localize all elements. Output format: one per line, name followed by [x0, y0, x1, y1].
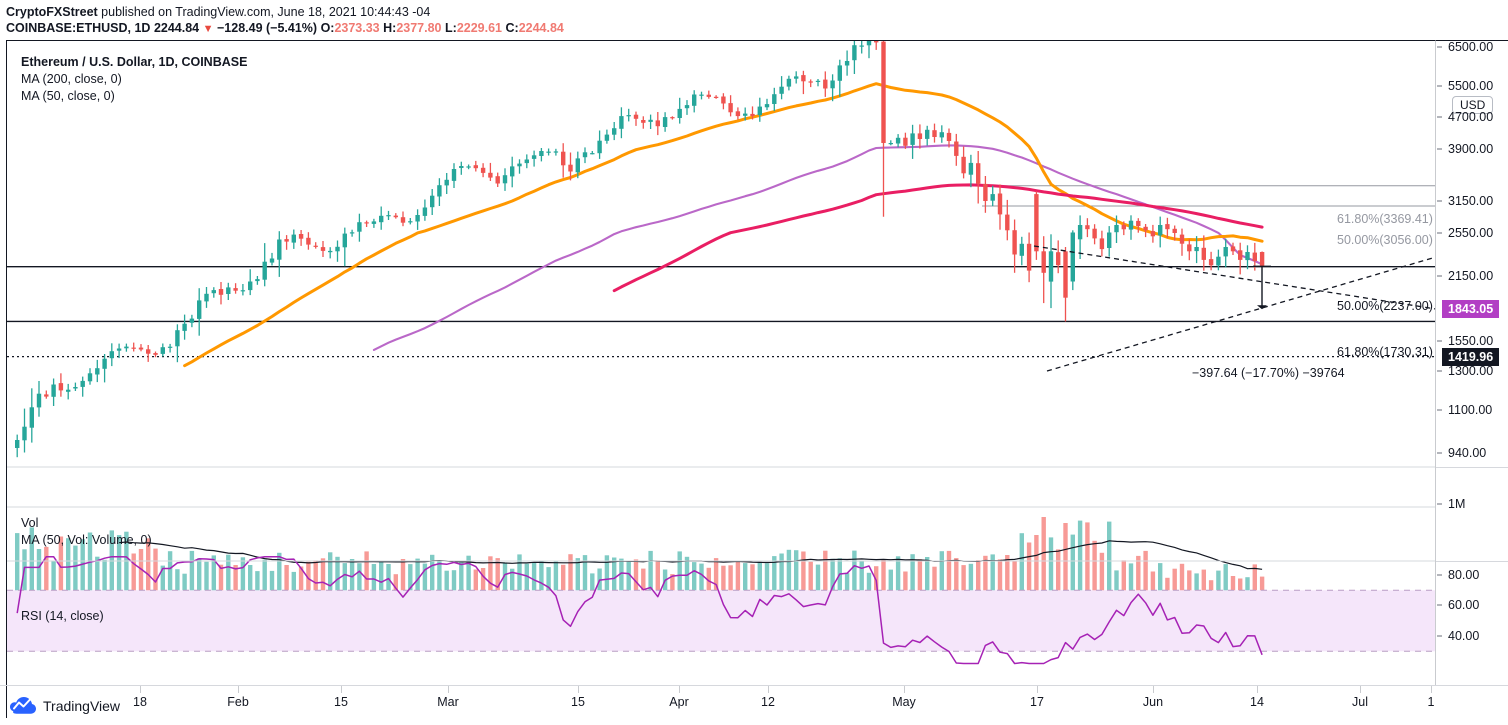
fib-label-6180-3369: 61.80%(3369.41)	[1337, 212, 1433, 226]
time-axis-tick-mark	[140, 686, 141, 693]
pane-separator	[1436, 467, 1508, 468]
price-axis-tick-mark	[1437, 452, 1442, 454]
price-axis-tick-mark	[1437, 370, 1442, 372]
time-axis-label: Jun	[1142, 695, 1164, 709]
price-axis-label: 1550.00	[1448, 334, 1494, 348]
price-axis-label: 1100.00	[1448, 403, 1493, 417]
price-badge-marked: 1843.05	[1442, 300, 1500, 319]
currency-pill: USD	[1452, 96, 1494, 114]
price-axis[interactable]: USD 6500.00 5500.00 4700.00 3900.00 3150.00 2…	[1435, 40, 1508, 685]
rsi-axis-tick-mark	[1437, 574, 1442, 576]
time-axis-tick-mark	[1037, 686, 1038, 693]
price-axis-label: 3150.00	[1448, 194, 1494, 208]
rsi-axis-label: 60.00	[1448, 598, 1480, 612]
triangle-pattern	[1033, 245, 1435, 372]
time-axis-label: May	[892, 695, 916, 709]
price-axis-tick-mark	[1437, 340, 1442, 342]
volume-pane	[7, 506, 1435, 599]
price-axis-tick-mark	[1437, 116, 1442, 118]
volume-axis-label: 1M	[1448, 497, 1466, 511]
fib-label-6180-1730: 61.80%(1730.31)	[1337, 345, 1433, 359]
price-axis-label: 2150.00	[1448, 269, 1494, 283]
rsi-axis-tick-mark	[1437, 635, 1442, 637]
chart-area[interactable]: Ethereum / U.S. Dollar, 1D, COINBASE MA …	[0, 40, 1508, 718]
price-axis-label: 1300.00	[1448, 364, 1494, 378]
price-axis-label: 3900.00	[1448, 142, 1494, 156]
price-axis-tick-mark	[1437, 275, 1442, 277]
published-text: published on TradingView.com, June 18, 2…	[97, 5, 431, 19]
close-value: 2244.84	[518, 21, 564, 35]
high-key: H:	[383, 21, 397, 35]
time-axis-tick-mark	[1153, 686, 1154, 693]
price-axis-tick-mark	[1437, 409, 1442, 411]
volume-axis-tick-mark	[1437, 503, 1442, 505]
rsi-pane	[7, 555, 1435, 665]
time-axis-tick-mark	[1360, 686, 1361, 693]
low-key: L:	[445, 21, 457, 35]
time-axis-tick-mark	[679, 686, 680, 693]
time-axis-label: 17	[1030, 695, 1044, 709]
time-axis-label: 18	[133, 695, 147, 709]
price-axis-label: 5500.00	[1448, 79, 1494, 93]
price-axis-label: 6500.00	[1448, 40, 1494, 54]
pane-separators	[7, 466, 1435, 562]
symbol-interval: COINBASE:ETHUSD, 1D	[6, 21, 151, 35]
time-axis-tick-mark	[1431, 686, 1432, 693]
last-price: 2244.84	[153, 21, 200, 35]
price-axis-tick-mark	[1437, 148, 1442, 150]
time-axis-tick-mark	[904, 686, 905, 693]
moving-averages	[183, 82, 1264, 368]
time-axis-tick-mark	[448, 686, 449, 693]
time-axis-tick-mark	[578, 686, 579, 693]
price-badge-level: 1419.96	[1442, 347, 1500, 366]
time-axis-label: 15	[571, 695, 585, 709]
rsi-axis-tick-mark	[1437, 604, 1442, 606]
measurement-label: −397.64 (−17.70%) −39764	[1192, 366, 1345, 380]
price-axis-label: 940.00	[1448, 446, 1487, 460]
publisher-line: CryptoFXStreet published on TradingView.…	[6, 4, 1508, 20]
rsi-axis-label: 80.00	[1448, 568, 1480, 582]
time-axis-label: 1	[1427, 695, 1435, 709]
rsi-axis-label: 40.00	[1448, 629, 1480, 643]
price-axis-label: 4700.00	[1448, 110, 1494, 124]
tradingview-logo-icon	[10, 697, 36, 714]
time-axis-label: Feb	[227, 695, 249, 709]
time-axis-tick-mark	[238, 686, 239, 693]
fib-label-5000-3056: 50.00%(3056.00)	[1337, 233, 1433, 247]
tradingview-logo-text: TradingView	[43, 697, 121, 714]
fib-label-5000-2237: 50.00%(2237.00)	[1337, 299, 1433, 313]
price-change: −128.49 (−5.41%)	[217, 21, 318, 35]
price-axis-tick-mark	[1437, 232, 1442, 234]
time-axis-label: 14	[1250, 695, 1264, 709]
time-axis-tick-mark	[1257, 686, 1258, 693]
footer-bar: TradingView	[0, 685, 1508, 725]
time-axis-label: 15	[334, 695, 348, 709]
open-value: 2373.33	[334, 21, 380, 35]
down-triangle-icon: ▼	[202, 23, 214, 35]
high-value: 2377.80	[396, 21, 442, 35]
time-axis-label: 12	[761, 695, 775, 709]
time-axis-tick-mark	[768, 686, 769, 693]
time-axis-tick-mark	[341, 686, 342, 693]
time-axis-label: Jul	[1352, 695, 1368, 709]
chart-header: CryptoFXStreet published on TradingView.…	[0, 0, 1508, 40]
candlesticks	[15, 41, 1265, 458]
time-axis-label: Apr	[669, 695, 689, 709]
publisher-name: CryptoFXStreet	[6, 5, 98, 19]
measurement-arrow	[1253, 265, 1271, 310]
price-axis-tick-mark	[1437, 200, 1442, 202]
chart-canvas	[7, 41, 1435, 665]
chart-plot[interactable]: Ethereum / U.S. Dollar, 1D, COINBASE MA …	[6, 40, 1435, 685]
price-axis-tick-mark	[1437, 85, 1442, 87]
price-axis-tick-mark	[1437, 46, 1442, 48]
open-key: O:	[320, 21, 335, 35]
pane-separator	[1436, 561, 1508, 562]
symbol-quote-line: COINBASE:ETHUSD, 1D 2244.84 ▼ −128.49 (−…	[6, 20, 1508, 38]
low-value: 2229.61	[456, 21, 502, 35]
time-axis-label: Mar	[437, 695, 459, 709]
horizontal-levels	[7, 185, 1435, 358]
close-key: C:	[505, 21, 519, 35]
price-axis-label: 2550.00	[1448, 226, 1494, 240]
